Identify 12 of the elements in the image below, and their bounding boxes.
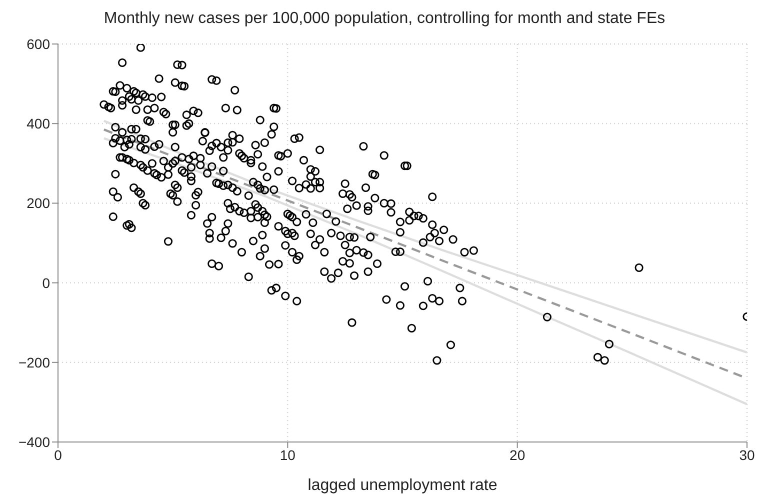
x-tick-label: 0 <box>54 446 62 463</box>
x-tick-label: 20 <box>510 446 526 463</box>
x-axis-title: lagged unemployment rate <box>308 477 498 494</box>
x-tick-label: 30 <box>739 446 755 463</box>
y-tick-label: 200 <box>26 195 50 212</box>
y-tick-label: 400 <box>26 116 50 132</box>
x-tick-label: 10 <box>280 446 296 463</box>
y-tick-label: −200 <box>18 354 50 370</box>
y-tick-label: 0 <box>42 274 50 291</box>
y-tick-label: −400 <box>18 434 50 450</box>
chart-title: Monthly new cases per 100,000 population, controlling for month and state FEs <box>102 9 666 29</box>
y-tick-label: 600 <box>26 36 50 52</box>
